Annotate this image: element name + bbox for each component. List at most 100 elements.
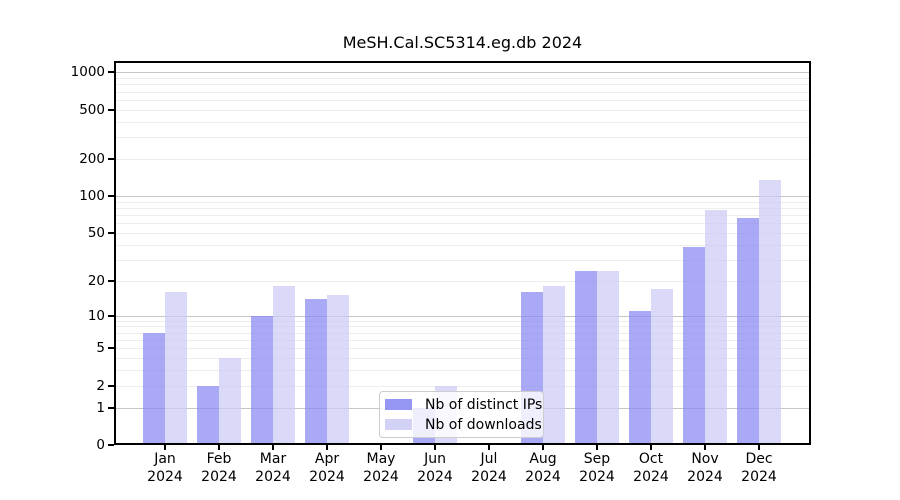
gridline-minor <box>114 358 811 360</box>
y-tick-mark <box>108 157 114 160</box>
gridline-minor <box>114 244 811 246</box>
bar-downloads-apr <box>327 295 349 445</box>
x-tick-month: Dec <box>745 451 773 467</box>
y-tick-label: 500 <box>79 101 105 118</box>
gridline-minor <box>114 232 811 234</box>
y-tick-mark <box>108 231 114 234</box>
legend-swatch-downloads <box>385 419 412 430</box>
x-tick-month: Sep <box>583 451 611 467</box>
bar-downloads-feb <box>219 358 241 445</box>
y-tick-mark <box>108 108 114 111</box>
x-tick-label-sep: Sep 2024 <box>567 451 627 486</box>
plot-area <box>114 61 811 445</box>
x-tick-mark <box>488 445 490 450</box>
x-tick-mark <box>380 445 382 450</box>
y-tick-mark <box>108 406 114 409</box>
y-tick-mark <box>108 71 114 74</box>
bar-downloads-jan <box>165 292 187 445</box>
x-tick-year: 2024 <box>525 468 561 485</box>
x-tick-mark <box>218 445 220 450</box>
gridline-minor <box>114 332 811 334</box>
x-tick-year: 2024 <box>309 468 345 485</box>
bar-ips-mar <box>251 315 273 445</box>
x-tick-month: Jun <box>424 451 446 467</box>
legend-item-distinct-ips: Nb of distinct IPs <box>385 395 542 414</box>
spine-right <box>809 61 811 445</box>
x-tick-label-jan: Jan 2024 <box>135 451 195 486</box>
gridline-major <box>114 72 811 74</box>
gridline-minor <box>114 215 811 217</box>
chart-title: MeSH.Cal.SC5314.eg.db 2024 <box>342 33 583 52</box>
y-tick-label: 20 <box>87 272 105 289</box>
x-tick-mark <box>650 445 652 450</box>
y-tick-mark <box>108 384 114 387</box>
gridline-major <box>114 196 811 198</box>
gridline-minor <box>114 320 811 322</box>
y-tick-mark <box>108 195 114 198</box>
x-tick-month: May <box>366 451 396 467</box>
legend-label-distinct-ips: Nb of distinct IPs <box>425 396 543 413</box>
x-tick-mark <box>704 445 706 450</box>
gridline-minor <box>114 340 811 342</box>
x-tick-month: Nov <box>691 451 719 467</box>
y-tick-label: 5 <box>96 340 105 357</box>
bar-ips-apr <box>305 298 327 445</box>
y-tick-label: 100 <box>79 188 105 205</box>
gridline-minor <box>114 99 811 101</box>
x-tick-label-aug: Aug 2024 <box>513 451 573 486</box>
gridline-minor <box>114 201 811 203</box>
x-tick-label-oct: Oct 2024 <box>621 451 681 486</box>
gridline-minor <box>114 223 811 225</box>
bar-downloads-mar <box>273 286 295 445</box>
x-tick-mark <box>326 445 328 450</box>
y-tick-mark <box>108 347 114 350</box>
x-tick-label-jun: Jun 2024 <box>405 451 465 486</box>
legend-label-downloads: Nb of downloads <box>425 416 542 433</box>
x-tick-year: 2024 <box>687 468 723 485</box>
gridline-minor <box>114 84 811 86</box>
gridline-minor <box>114 121 811 123</box>
legend-item-downloads: Nb of downloads <box>385 415 542 434</box>
bar-ips-feb <box>197 385 219 445</box>
gridline-minor <box>114 348 811 350</box>
gridline-minor <box>114 259 811 261</box>
bar-ips-dec <box>737 218 759 445</box>
y-tick-mark <box>108 314 114 317</box>
spine-top <box>114 61 811 63</box>
x-tick-year: 2024 <box>201 468 237 485</box>
x-tick-month: Oct <box>638 451 664 467</box>
bar-ips-jan <box>143 332 165 445</box>
bar-downloads-aug <box>543 286 565 445</box>
spine-left <box>114 61 116 445</box>
x-tick-year: 2024 <box>633 468 669 485</box>
bar-ips-sep <box>575 271 597 445</box>
x-tick-month: Mar <box>259 451 287 467</box>
y-tick-label: 10 <box>87 307 105 324</box>
bar-downloads-dec <box>759 180 781 445</box>
x-tick-label-dec: Dec 2024 <box>729 451 789 486</box>
x-tick-year: 2024 <box>741 468 777 485</box>
x-tick-label-may: May 2024 <box>351 451 411 486</box>
bar-downloads-oct <box>651 289 673 445</box>
gridline-minor <box>114 109 811 111</box>
x-tick-mark <box>164 445 166 450</box>
x-tick-label-jul: Jul 2024 <box>459 451 519 486</box>
y-tick-label: 200 <box>79 150 105 167</box>
legend: Nb of distinct IPs Nb of downloads <box>379 391 544 438</box>
bar-ips-nov <box>683 247 705 445</box>
spine-bottom <box>114 443 811 445</box>
x-tick-mark <box>758 445 760 450</box>
x-tick-mark <box>542 445 544 450</box>
x-tick-month: Feb <box>206 451 232 467</box>
x-tick-label-feb: Feb 2024 <box>189 451 249 486</box>
bar-ips-oct <box>629 310 651 445</box>
x-tick-month: Apr <box>314 451 340 467</box>
y-tick-label: 50 <box>87 224 105 241</box>
gridline-minor <box>114 370 811 372</box>
y-tick-label: 1000 <box>70 64 105 81</box>
x-tick-year: 2024 <box>363 468 399 485</box>
y-tick-label: 1 <box>96 399 105 416</box>
y-tick-label: 0 <box>96 437 105 453</box>
bar-downloads-nov <box>705 210 727 445</box>
